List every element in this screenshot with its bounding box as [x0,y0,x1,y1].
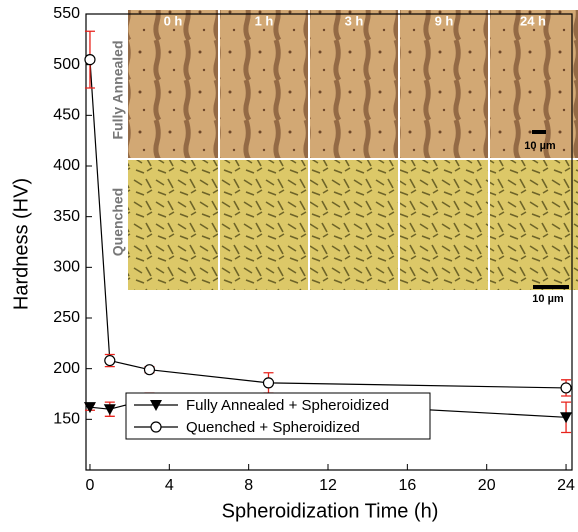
time-label: 9 h [435,13,454,28]
x-tick-label: 24 [557,477,575,494]
time-label: 3 h [345,13,364,28]
legend-label: Quenched + Spheroidized [186,419,360,436]
x-tick-label: 0 [86,477,95,494]
marker [560,382,572,394]
x-tick-label: 12 [319,477,337,494]
marker [104,354,116,367]
inset: 0 h 1 h 3 h 9 h 24 h Fully Annealed Quen… [110,10,578,305]
inset-annealed [128,10,578,158]
scale-bar-label: 10 µm [532,293,564,305]
row-label: Quenched [110,188,126,256]
legend-box [125,392,431,440]
time-label: 0 h [164,13,183,28]
marker [143,364,156,376]
x-tick-label: 8 [244,477,253,494]
inset-dividers [128,10,578,290]
x-tick-label: 16 [398,477,416,494]
row-label: Fully Annealed [110,40,126,139]
marker [103,404,116,416]
plot-frame [85,13,573,471]
series [84,30,572,397]
legend-marker [150,421,162,433]
y-tick-label: 550 [53,5,80,22]
y-tick-label: 300 [53,259,80,276]
time-label: 1 h [255,13,274,28]
time-label: 24 h [520,13,546,28]
y-tick-label: 200 [53,360,80,377]
marker [84,53,96,66]
y-tick-label: 250 [53,309,80,326]
y-tick-label: 450 [53,107,80,124]
y-tick-label: 400 [53,157,80,174]
legend-label: Fully Annealed + Spheroidized [186,397,389,414]
y-tick-label: 500 [53,56,80,73]
scale-bar [532,130,546,134]
scale-bar-label: 10 µm [524,140,556,152]
marker [83,402,96,414]
legend: Fully Annealed + Spheroidized Quenched + … [125,392,431,440]
x-tick-label: 20 [478,477,496,494]
legend-marker [150,400,162,411]
marker [560,412,573,424]
x-axis-label: Spheroidization Time (h) [222,500,439,522]
x-tick-label: 4 [165,477,174,494]
scale-bar [533,285,569,289]
marker [262,377,275,389]
y-tick-label: 150 [53,411,80,428]
y-axis-label: Hardness (HV) [10,178,32,310]
y-tick-label: 350 [53,208,80,225]
inset-quenched [128,160,578,290]
